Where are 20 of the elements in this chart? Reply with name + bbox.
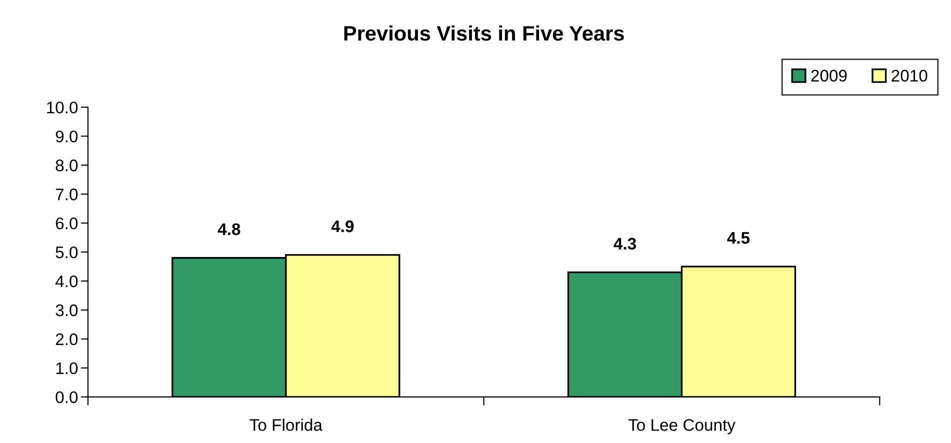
chart-title: Previous Visits in Five Years (344, 25, 624, 41)
y-tick-label: 5.0 (56, 246, 78, 258)
data-label: 4.8 (218, 223, 240, 236)
legend-label: 2009 (811, 70, 847, 82)
y-tick-label: 4.0 (55, 275, 78, 288)
x-tick-label: To Florida (250, 418, 322, 431)
data-label: 4.3 (614, 238, 636, 250)
y-tick-label: 9.0 (56, 130, 78, 142)
y-tick-label: 1.0 (56, 362, 78, 374)
data-label: 4.5 (727, 232, 750, 244)
y-tick-label: 8.0 (56, 160, 78, 172)
y-tick-label: 2.0 (56, 333, 78, 346)
data-label: 4.9 (331, 220, 354, 232)
y-tick-label: 10.0 (47, 102, 78, 114)
y-tick-label: 7.0 (56, 188, 78, 200)
x-tick-label: To Lee County (628, 419, 736, 434)
y-tick-label: 3.0 (56, 304, 78, 316)
y-tick-label: 0.0 (56, 391, 78, 404)
legend-label: 2010 (892, 70, 928, 82)
y-tick-label: 6.0 (56, 217, 78, 230)
